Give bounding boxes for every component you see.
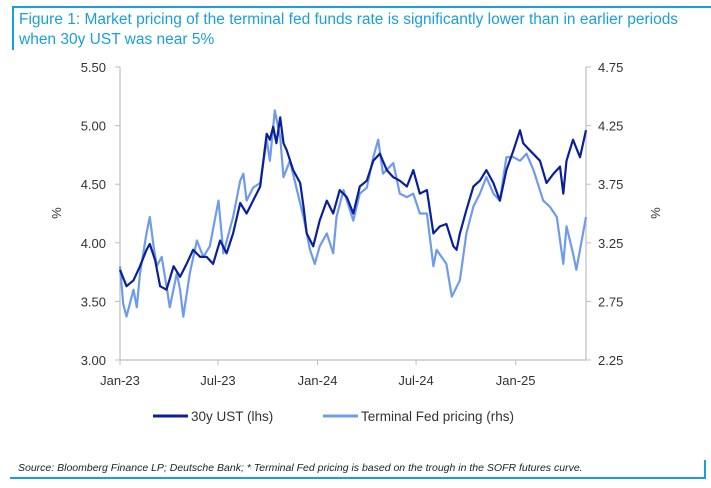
series-line-30y-ust — [118, 116, 588, 291]
y2-tick-label: 2.75 — [598, 294, 623, 309]
chart: 3.00 3.50 4.00 4.50 5.00 5.50 2.25 2.75 3.25 3.75… — [49, 60, 663, 424]
y-axis-label: % — [49, 207, 64, 219]
legend-label: 30y UST (lhs) — [191, 409, 273, 424]
y2-tick-label: 4.75 — [598, 60, 623, 75]
y-tick-label: 4.00 — [81, 236, 106, 251]
footer-frame — [10, 460, 706, 479]
x-tick-label: Jan-25 — [496, 373, 536, 388]
y2-tick-label: 3.75 — [598, 177, 623, 192]
series-lines — [118, 109, 588, 318]
y2-tick-label: 2.25 — [598, 353, 623, 368]
legend-label: Terminal Fed pricing (rhs) — [361, 409, 514, 424]
axes: 3.00 3.50 4.00 4.50 5.00 5.50 2.25 2.75 3.25 3.75… — [49, 60, 663, 388]
y2-axis-label: % — [648, 207, 663, 219]
source-note: Source: Bloomberg Finance LP; Deutsche B… — [18, 462, 583, 474]
y-tick-label: 5.00 — [81, 119, 106, 134]
series-line-terminal-fed — [118, 109, 588, 318]
y2-tick-label: 3.25 — [598, 236, 623, 251]
x-tick-label: Jul-23 — [200, 373, 235, 388]
x-tick-label: Jan-23 — [100, 373, 140, 388]
legend: 30y UST (lhs) Terminal Fed pricing (rhs) — [153, 409, 514, 424]
title-frame — [12, 6, 711, 50]
y2-tick-label: 4.25 — [598, 119, 623, 134]
y-tick-label: 3.50 — [81, 294, 106, 309]
y-tick-label: 5.50 — [81, 60, 106, 75]
y-tick-label: 4.50 — [81, 177, 106, 192]
x-tick-label: Jul-24 — [398, 373, 433, 388]
chart-title: Figure 1: Market pricing of the terminal… — [19, 11, 679, 48]
y-tick-label: 3.00 — [81, 353, 106, 368]
x-tick-label: Jan-24 — [298, 373, 338, 388]
